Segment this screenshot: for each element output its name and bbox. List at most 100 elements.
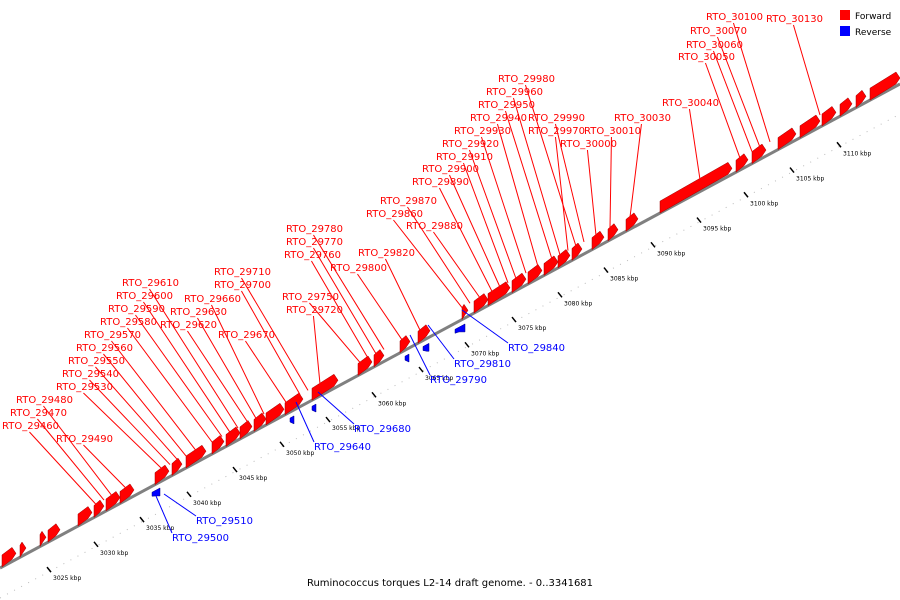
tick-label: 3045 kbp [239,475,267,482]
forward-gene-label: RTO_29590 [108,304,165,315]
reverse-label-leader [317,391,355,425]
forward-label-leader [792,24,821,116]
forward-gene-label: RTO_29710 [214,267,271,278]
forward-gene-label: RTO_29720 [286,305,343,316]
tick-label: 3055 kbp [332,425,360,432]
forward-label-leader [439,187,493,292]
forward-label-leader [393,219,463,308]
backbone-line [0,82,900,570]
forward-gene-block [511,272,527,294]
forward-gene-block [39,530,47,548]
forward-gene-label: RTO_29460 [2,421,59,432]
forward-gene-label: RTO_30060 [686,40,743,51]
forward-gene-block [607,223,619,242]
forward-gene-label: RTO_29600 [116,291,173,302]
forward-label-leader [43,405,113,497]
forward-label-leader [309,302,361,363]
tick-label: 3110 kbp [843,150,871,157]
forward-label-leader [83,392,163,470]
forward-label-leader [197,317,257,419]
forward-label-leader [143,301,231,433]
forward-gene-block [839,97,853,117]
forward-gene-block [821,106,837,127]
tick-label: 3050 kbp [286,450,314,457]
forward-gene-block [571,242,583,261]
forward-gene-label: RTO_29890 [412,177,469,188]
tick-mark [743,191,749,198]
reverse-label-leader [409,334,431,376]
tick-label: 3095 kbp [703,226,731,233]
forward-gene-label: RTO_29900 [422,164,479,175]
reverse-gene-label: RTO_29500 [172,533,229,544]
forward-label-leader [313,234,385,350]
reverse-gene-label: RTO_29840 [508,343,565,354]
legend-reverse-swatch [840,26,850,36]
forward-gene-label: RTO_29700 [214,280,271,291]
forward-gene-label: RTO_29920 [442,139,499,150]
tick-label: 3105 kbp [796,176,824,183]
forward-gene-block [473,293,489,314]
forward-gene-label: RTO_29530 [56,382,113,393]
forward-gene-label: RTO_29930 [454,126,511,137]
forward-gene-block [625,212,639,232]
forward-label-leader [524,84,577,247]
forward-gene-label: RTO_30070 [690,26,747,37]
forward-label-leader [704,62,741,159]
forward-gene-block [93,499,105,519]
tick-mark [696,217,702,224]
axis-ticks: 3025 kbp 3030 kbp 3035 kbp 3040 kbp 3045 kbp… [46,141,871,582]
forward-gene-label: RTO_30000 [560,139,617,150]
tick-label: 3070 kbp [471,350,499,357]
forward-label-leader [29,431,97,505]
forward-gene-label: RTO_30100 [706,12,763,23]
gene-labels: RTO_29460 RTO_29470 RTO_29480 RTO_29490 RTO_… [2,12,823,544]
forward-label-leader [716,36,761,148]
forward-gene-label: RTO_29580 [100,317,157,328]
forward-gene-block [417,324,431,344]
forward-gene-label: RTO_29760 [284,250,341,261]
legend-reverse-label: Reverse [855,28,892,38]
forward-label-leader [241,277,309,391]
forward-label-leader [127,327,213,443]
forward-gene-block [777,127,797,151]
reverse-gene-label: RTO_29810 [454,359,511,370]
reverse-label-leader [461,309,509,344]
forward-gene-block [19,541,27,559]
forward-label-leader [504,110,553,260]
reverse-gene-label: RTO_29640 [314,442,371,453]
forward-gene-block [399,335,411,354]
tick-mark [603,267,609,274]
forward-label-leader [83,444,127,489]
forward-gene-block [591,230,605,251]
forward-label-leader [433,231,481,299]
tick-mark [139,516,145,523]
forward-label-leader [135,314,223,437]
reverse-gene-block [151,487,161,497]
forward-gene-label: RTO_29610 [122,278,179,289]
tick-mark [836,141,842,148]
reverse-label-leader [155,495,173,534]
forward-gene-block [185,444,207,469]
reverse-gene-block [404,353,410,363]
forward-label-leader [357,273,403,341]
forward-gene-block [47,523,61,543]
tick-label: 3065 kbp [425,375,453,382]
forward-gene-label: RTO_29980 [498,74,555,85]
forward-label-leader [448,174,501,288]
forward-gene-block [119,483,135,504]
tick-mark [325,416,331,423]
forward-label-leader [37,418,105,501]
tick-label: 3060 kbp [378,400,406,407]
forward-gene-label: RTO_29480 [16,395,73,406]
forward-gene-label: RTO_29820 [358,248,415,259]
forward-gene-label: RTO_29780 [286,224,343,235]
forward-gene-block [855,89,867,109]
forward-label-leader [629,123,642,218]
forward-gene-label: RTO_29470 [10,408,67,419]
tick-label: 3030 kbp [100,550,128,557]
forward-gene-block [239,420,253,440]
reverse-gene-label: RTO_29790 [430,375,487,386]
forward-gene-label: RTO_30040 [662,98,719,109]
forward-gene-block [751,143,767,165]
